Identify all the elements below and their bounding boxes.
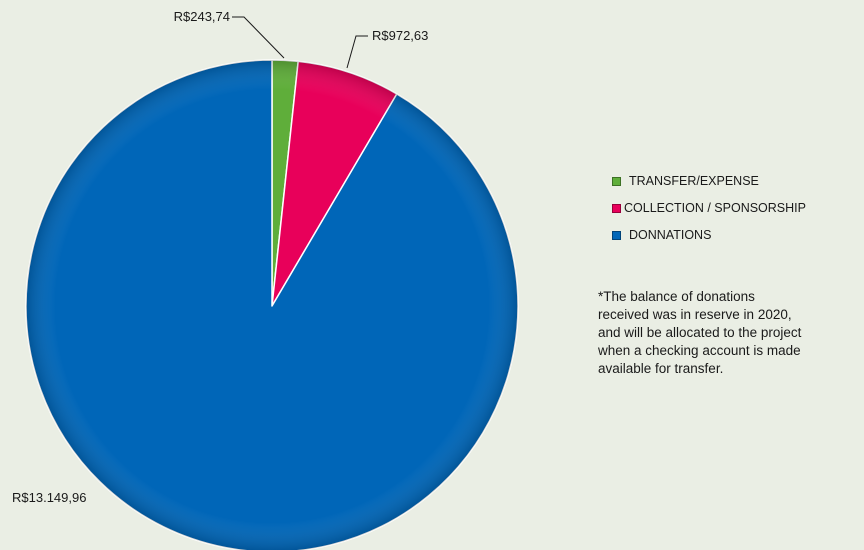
legend-label-collection-sponsorship: COLLECTION / SPONSORSHIP [624,201,806,215]
data-label-donnations: R$13.149,96 [12,490,86,505]
legend-swatch-collection-sponsorship [612,203,621,213]
legend-label-transfer-expense: TRANSFER/EXPENSE [629,174,759,188]
legend: TRANSFER/EXPENSE COLLECTION / SPONSORSHI… [612,174,806,255]
legend-swatch-transfer-expense [612,176,621,186]
data-label-collection-sponsorship: R$972,63 [372,28,428,43]
data-label-transfer-expense: R$243,74 [174,9,230,24]
legend-item-collection-sponsorship: COLLECTION / SPONSORSHIP [612,201,806,215]
legend-swatch-donnations [612,230,621,240]
pie-slice-donnations [25,59,519,550]
legend-item-transfer-expense: TRANSFER/EXPENSE [612,174,806,188]
leader-line-collection-sponsorship [346,35,368,69]
footnote: *The balance of donations received was i… [598,289,802,376]
leader-line-transfer-expense [232,16,285,59]
legend-item-donnations: DONNATIONS [612,228,806,242]
legend-label-donnations: DONNATIONS [629,228,712,242]
